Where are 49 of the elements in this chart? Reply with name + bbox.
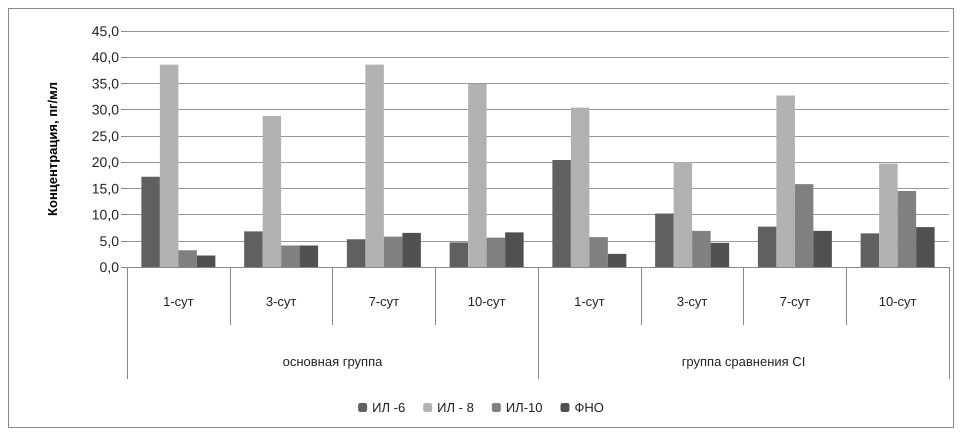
bar (300, 246, 318, 267)
legend-label: ИЛ-10 (506, 400, 542, 415)
y-tick-label: 25,0 (92, 128, 120, 144)
bar (402, 232, 421, 267)
bar (879, 164, 898, 267)
x-tick-label: 7-сут (780, 294, 810, 309)
y-tick-label: 5,0 (100, 232, 120, 249)
bar (262, 116, 282, 267)
bar (244, 231, 263, 267)
bar (776, 96, 795, 267)
bar (365, 64, 384, 267)
y-axis-title: Концентрация, пг/мл (45, 82, 60, 216)
bar (710, 242, 730, 267)
bar (570, 108, 590, 267)
x-tick-label: 1-сут (574, 294, 605, 309)
legend-label: ФНО (574, 400, 604, 415)
bar (505, 232, 524, 267)
bar (160, 64, 178, 267)
bar (608, 254, 626, 267)
bar (758, 226, 776, 267)
y-tick-label: 10,0 (92, 206, 120, 223)
bar (916, 227, 935, 267)
y-tick-label: 20,0 (92, 154, 120, 170)
x-tick-label: 3-сут (266, 294, 296, 309)
x-tick-label: 7-сут (368, 294, 400, 309)
bar (450, 242, 468, 267)
y-tick-label: 0,0 (100, 259, 120, 275)
legend-label: ИЛ -6 (372, 400, 406, 415)
text: основная группа (282, 354, 384, 369)
y-tick-label: 30,0 (92, 102, 120, 118)
bar (860, 233, 880, 267)
bar (813, 230, 832, 267)
bar (468, 84, 487, 267)
text: группа сравнения CI (682, 354, 806, 369)
y-tick-label: 40,0 (92, 49, 120, 66)
bar (196, 255, 216, 267)
bar (552, 160, 571, 267)
x-tick-label: 10-сут (878, 294, 917, 309)
x-tick-label: 10-сут (468, 294, 506, 309)
x-tick-label: 3-сут (676, 294, 708, 309)
y-tick-label: 35,0 (92, 75, 120, 92)
x-tick-label: 1-сут (163, 294, 194, 309)
y-tick-label: 15,0 (92, 180, 120, 196)
y-tick-label: 45,0 (92, 23, 120, 39)
bar (655, 214, 674, 267)
bar (674, 162, 692, 267)
bar (346, 239, 366, 267)
bar (141, 176, 160, 267)
legend-label: ИЛ - 8 (437, 400, 474, 415)
